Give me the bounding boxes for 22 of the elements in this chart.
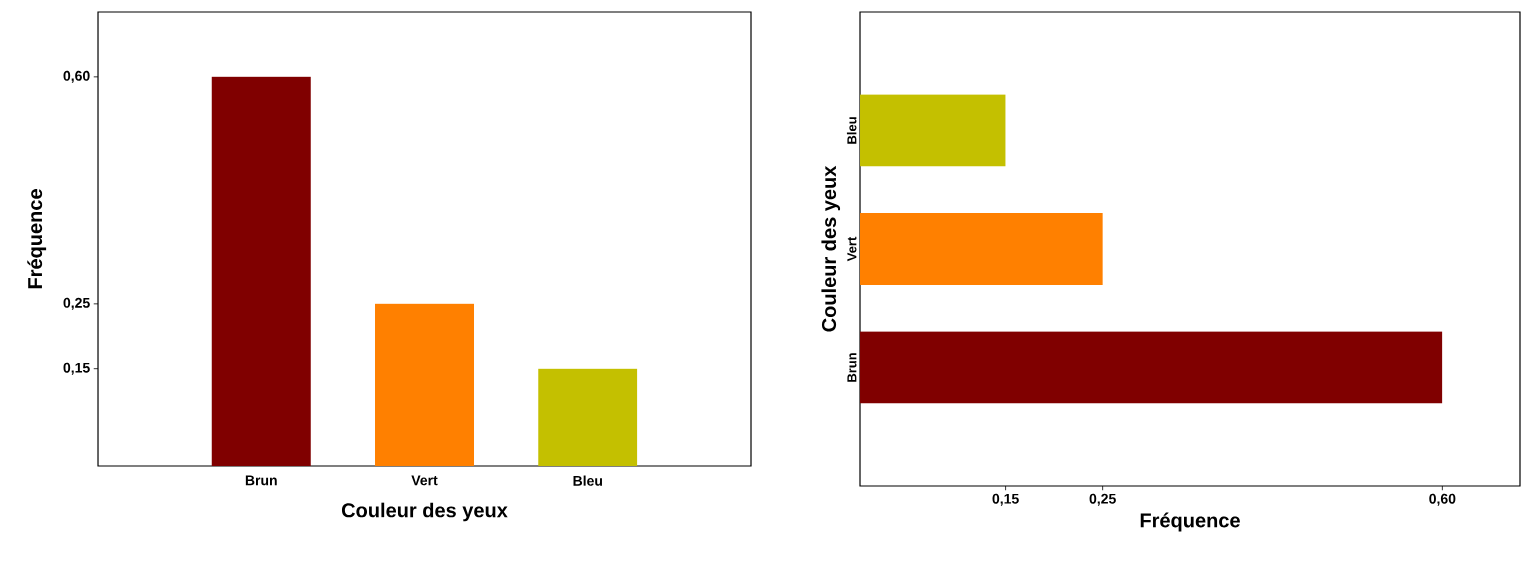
bar [860, 212, 1103, 285]
bar [860, 94, 1006, 167]
bar [211, 76, 311, 466]
x-tick-label: Vert [411, 475, 438, 486]
x-tick-label: 0,25 [1089, 493, 1116, 506]
y-axis-title: Fréquence [27, 189, 47, 289]
y-tick-label: Brun [847, 353, 857, 382]
x-axis-title: Couleur des yeux [341, 502, 508, 522]
x-tick-label: 0,60 [1429, 493, 1456, 506]
y-tick-label: Vert [847, 236, 857, 262]
bar [860, 331, 1443, 404]
bar [538, 368, 638, 466]
y-tick-label: 0,15 [63, 362, 90, 375]
y-tick-label: 0,60 [63, 70, 90, 83]
x-tick-label: 0,15 [992, 493, 1019, 506]
y-tick-label: 0,25 [63, 297, 90, 310]
y-tick-label: Bleu [846, 117, 857, 144]
bar [375, 303, 475, 466]
y-axis-title: Couleur des yeux [821, 165, 841, 332]
x-tick-label: Brun [245, 475, 277, 486]
x-axis-title: Fréquence [1140, 512, 1240, 532]
x-tick-label: Bleu [573, 475, 603, 486]
